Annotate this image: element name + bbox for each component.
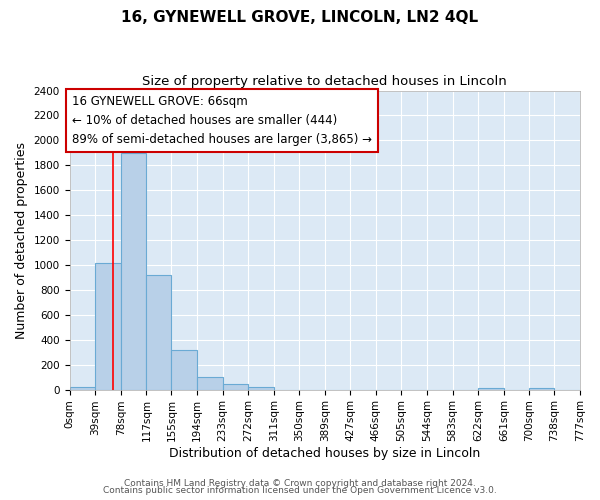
Bar: [172, 350, 197, 390]
Text: Contains HM Land Registry data © Crown copyright and database right 2024.: Contains HM Land Registry data © Crown c…: [124, 478, 476, 488]
Text: 16, GYNEWELL GROVE, LINCOLN, LN2 4QL: 16, GYNEWELL GROVE, LINCOLN, LN2 4QL: [121, 10, 479, 25]
Text: 16 GYNEWELL GROVE: 66sqm
← 10% of detached houses are smaller (444)
89% of semi-: 16 GYNEWELL GROVE: 66sqm ← 10% of detach…: [72, 95, 372, 146]
Bar: [121, 153, 146, 390]
Bar: [146, 275, 172, 390]
Bar: [478, 388, 504, 390]
X-axis label: Distribution of detached houses by size in Lincoln: Distribution of detached houses by size …: [169, 447, 481, 460]
Text: Contains public sector information licensed under the Open Government Licence v3: Contains public sector information licen…: [103, 486, 497, 495]
Bar: [223, 384, 248, 390]
Bar: [95, 262, 121, 390]
Bar: [70, 387, 95, 390]
Bar: [197, 376, 223, 390]
Title: Size of property relative to detached houses in Lincoln: Size of property relative to detached ho…: [142, 75, 507, 88]
Bar: [529, 388, 554, 390]
Y-axis label: Number of detached properties: Number of detached properties: [15, 142, 28, 338]
Bar: [248, 387, 274, 390]
